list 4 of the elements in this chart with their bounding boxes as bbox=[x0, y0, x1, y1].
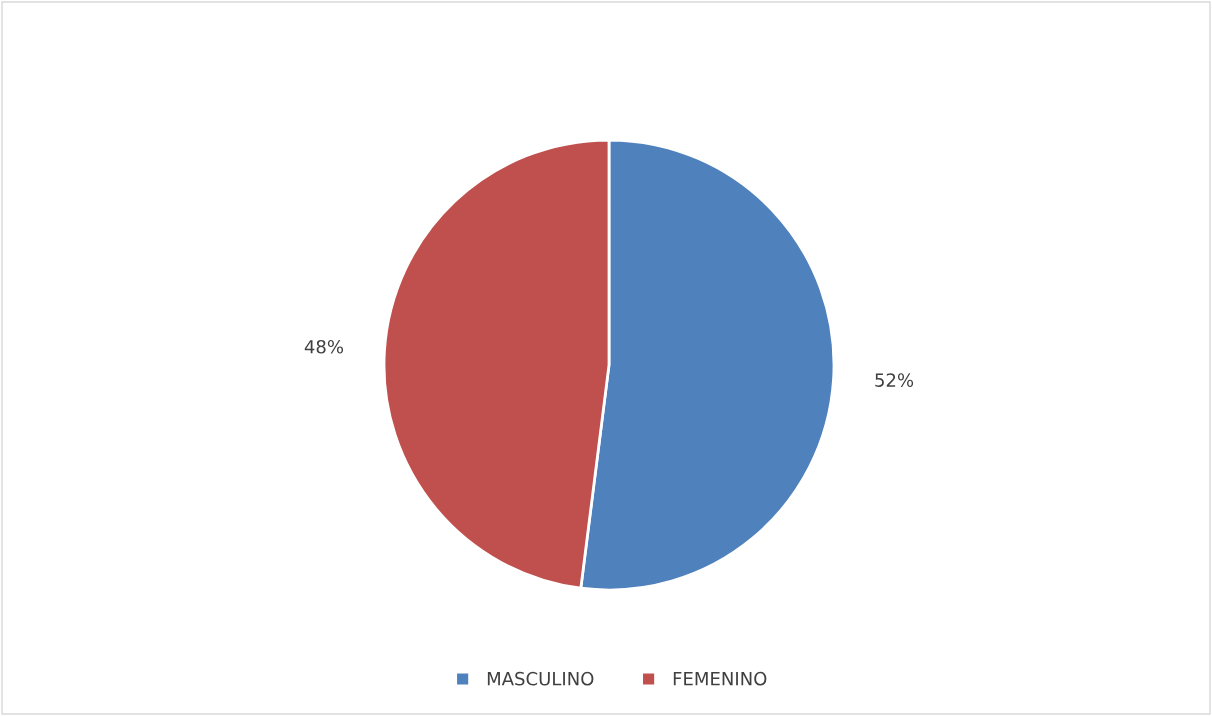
legend-label: FEMENINO bbox=[673, 671, 767, 686]
data-label: 48% bbox=[304, 339, 344, 354]
data-label: 52% bbox=[875, 373, 914, 387]
legend-label: MASCULINO bbox=[487, 671, 594, 686]
